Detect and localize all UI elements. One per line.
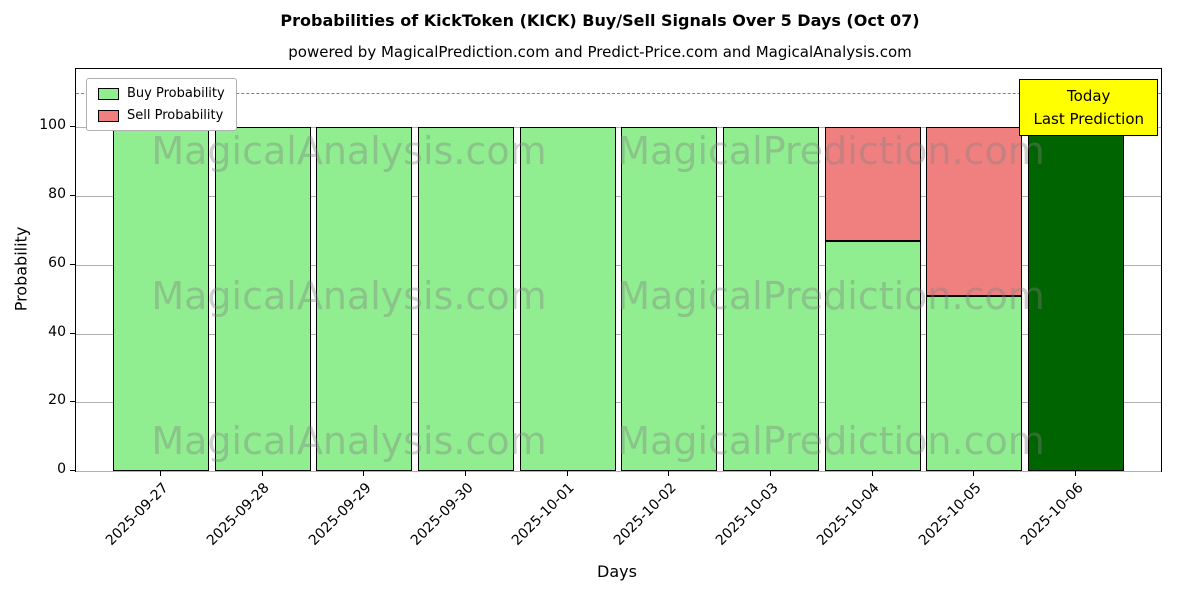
x-tick-label: 2025-10-01	[509, 480, 579, 549]
legend-buy-label: Buy Probability	[127, 86, 225, 101]
x-axis-label: Days	[597, 562, 637, 581]
buy-bar	[621, 127, 718, 471]
x-tick-mark	[160, 471, 161, 476]
buy-bar	[926, 295, 1023, 471]
threshold-dashed-line	[76, 93, 1161, 95]
sell-bar	[824, 127, 921, 241]
x-tick-mark	[1075, 471, 1076, 476]
x-tick-label: 2025-09-27	[102, 480, 172, 549]
x-tick-mark	[871, 471, 873, 476]
x-tick-label: 2025-10-06	[1017, 480, 1087, 549]
annotation-line-today: Today	[1067, 87, 1111, 105]
y-tick-mark	[70, 263, 75, 265]
sell-probability-swatch	[98, 109, 119, 122]
y-tick-mark	[70, 470, 75, 471]
x-tick-label: 2025-09-29	[305, 480, 375, 549]
watermark-text: MagicalPrediction.com	[617, 419, 1045, 463]
buy-probability-swatch	[98, 87, 119, 100]
x-tick-label: 2025-09-28	[204, 480, 274, 549]
x-tick-mark	[261, 471, 263, 476]
y-tick-mark	[70, 401, 75, 403]
legend: Buy Probability Sell Probability	[86, 78, 237, 131]
y-tick-mark	[70, 195, 75, 197]
buy-bar	[519, 127, 616, 471]
x-tick-mark	[363, 471, 365, 476]
x-tick-mark	[668, 471, 670, 476]
x-tick-label: 2025-09-30	[407, 480, 477, 549]
buy-bar	[214, 127, 311, 471]
y-tick-mark	[70, 126, 75, 128]
y-tick-label: 40	[48, 323, 66, 340]
y-gridline	[76, 196, 1161, 198]
buy-bar	[1028, 127, 1124, 471]
buy-bar	[316, 127, 413, 471]
chart-title: Probabilities of KickToken (KICK) Buy/Se…	[280, 11, 920, 30]
y-gridline	[76, 333, 1161, 335]
x-tick-mark	[770, 471, 771, 476]
plot-area: Buy Probability Sell Probability Today L…	[75, 68, 1162, 472]
chart-subtitle: powered by MagicalPrediction.com and Pre…	[288, 43, 912, 61]
buy-bar	[113, 127, 209, 471]
watermark-text: MagicalAnalysis.com	[151, 274, 547, 318]
today-annotation: Today Last Prediction	[1019, 79, 1158, 136]
legend-item-sell: Sell Probability	[98, 108, 225, 123]
buy-bar	[824, 240, 921, 471]
y-tick-label: 100	[39, 117, 66, 134]
buy-bar	[418, 127, 514, 471]
legend-sell-label: Sell Probability	[127, 108, 224, 123]
x-tick-mark	[566, 471, 568, 476]
watermark-text: MagicalAnalysis.com	[151, 129, 547, 173]
annotation-line-last-prediction: Last Prediction	[1033, 109, 1144, 128]
y-tick-label: 60	[48, 254, 66, 271]
x-tick-mark	[973, 471, 975, 476]
y-gridline	[76, 264, 1161, 266]
buy-bar	[723, 127, 819, 471]
y-tick-label: 20	[48, 392, 66, 409]
x-tick-label: 2025-10-04	[814, 480, 884, 549]
x-tick-label: 2025-10-05	[915, 480, 985, 549]
y-gridline	[76, 471, 1161, 472]
y-tick-label: 80	[48, 186, 66, 203]
watermark-text: MagicalPrediction.com	[617, 274, 1045, 318]
y-tick-mark	[70, 332, 75, 334]
watermark-text: MagicalPrediction.com	[617, 129, 1045, 173]
legend-item-buy: Buy Probability	[98, 86, 225, 101]
x-tick-label: 2025-10-03	[712, 480, 782, 549]
y-gridline	[76, 127, 1161, 129]
x-tick-mark	[465, 471, 466, 476]
sell-bar	[926, 127, 1023, 296]
x-tick-label: 2025-10-02	[610, 480, 680, 549]
y-tick-label: 0	[57, 461, 66, 477]
y-gridline	[76, 402, 1161, 404]
watermark-text: MagicalAnalysis.com	[151, 419, 547, 463]
